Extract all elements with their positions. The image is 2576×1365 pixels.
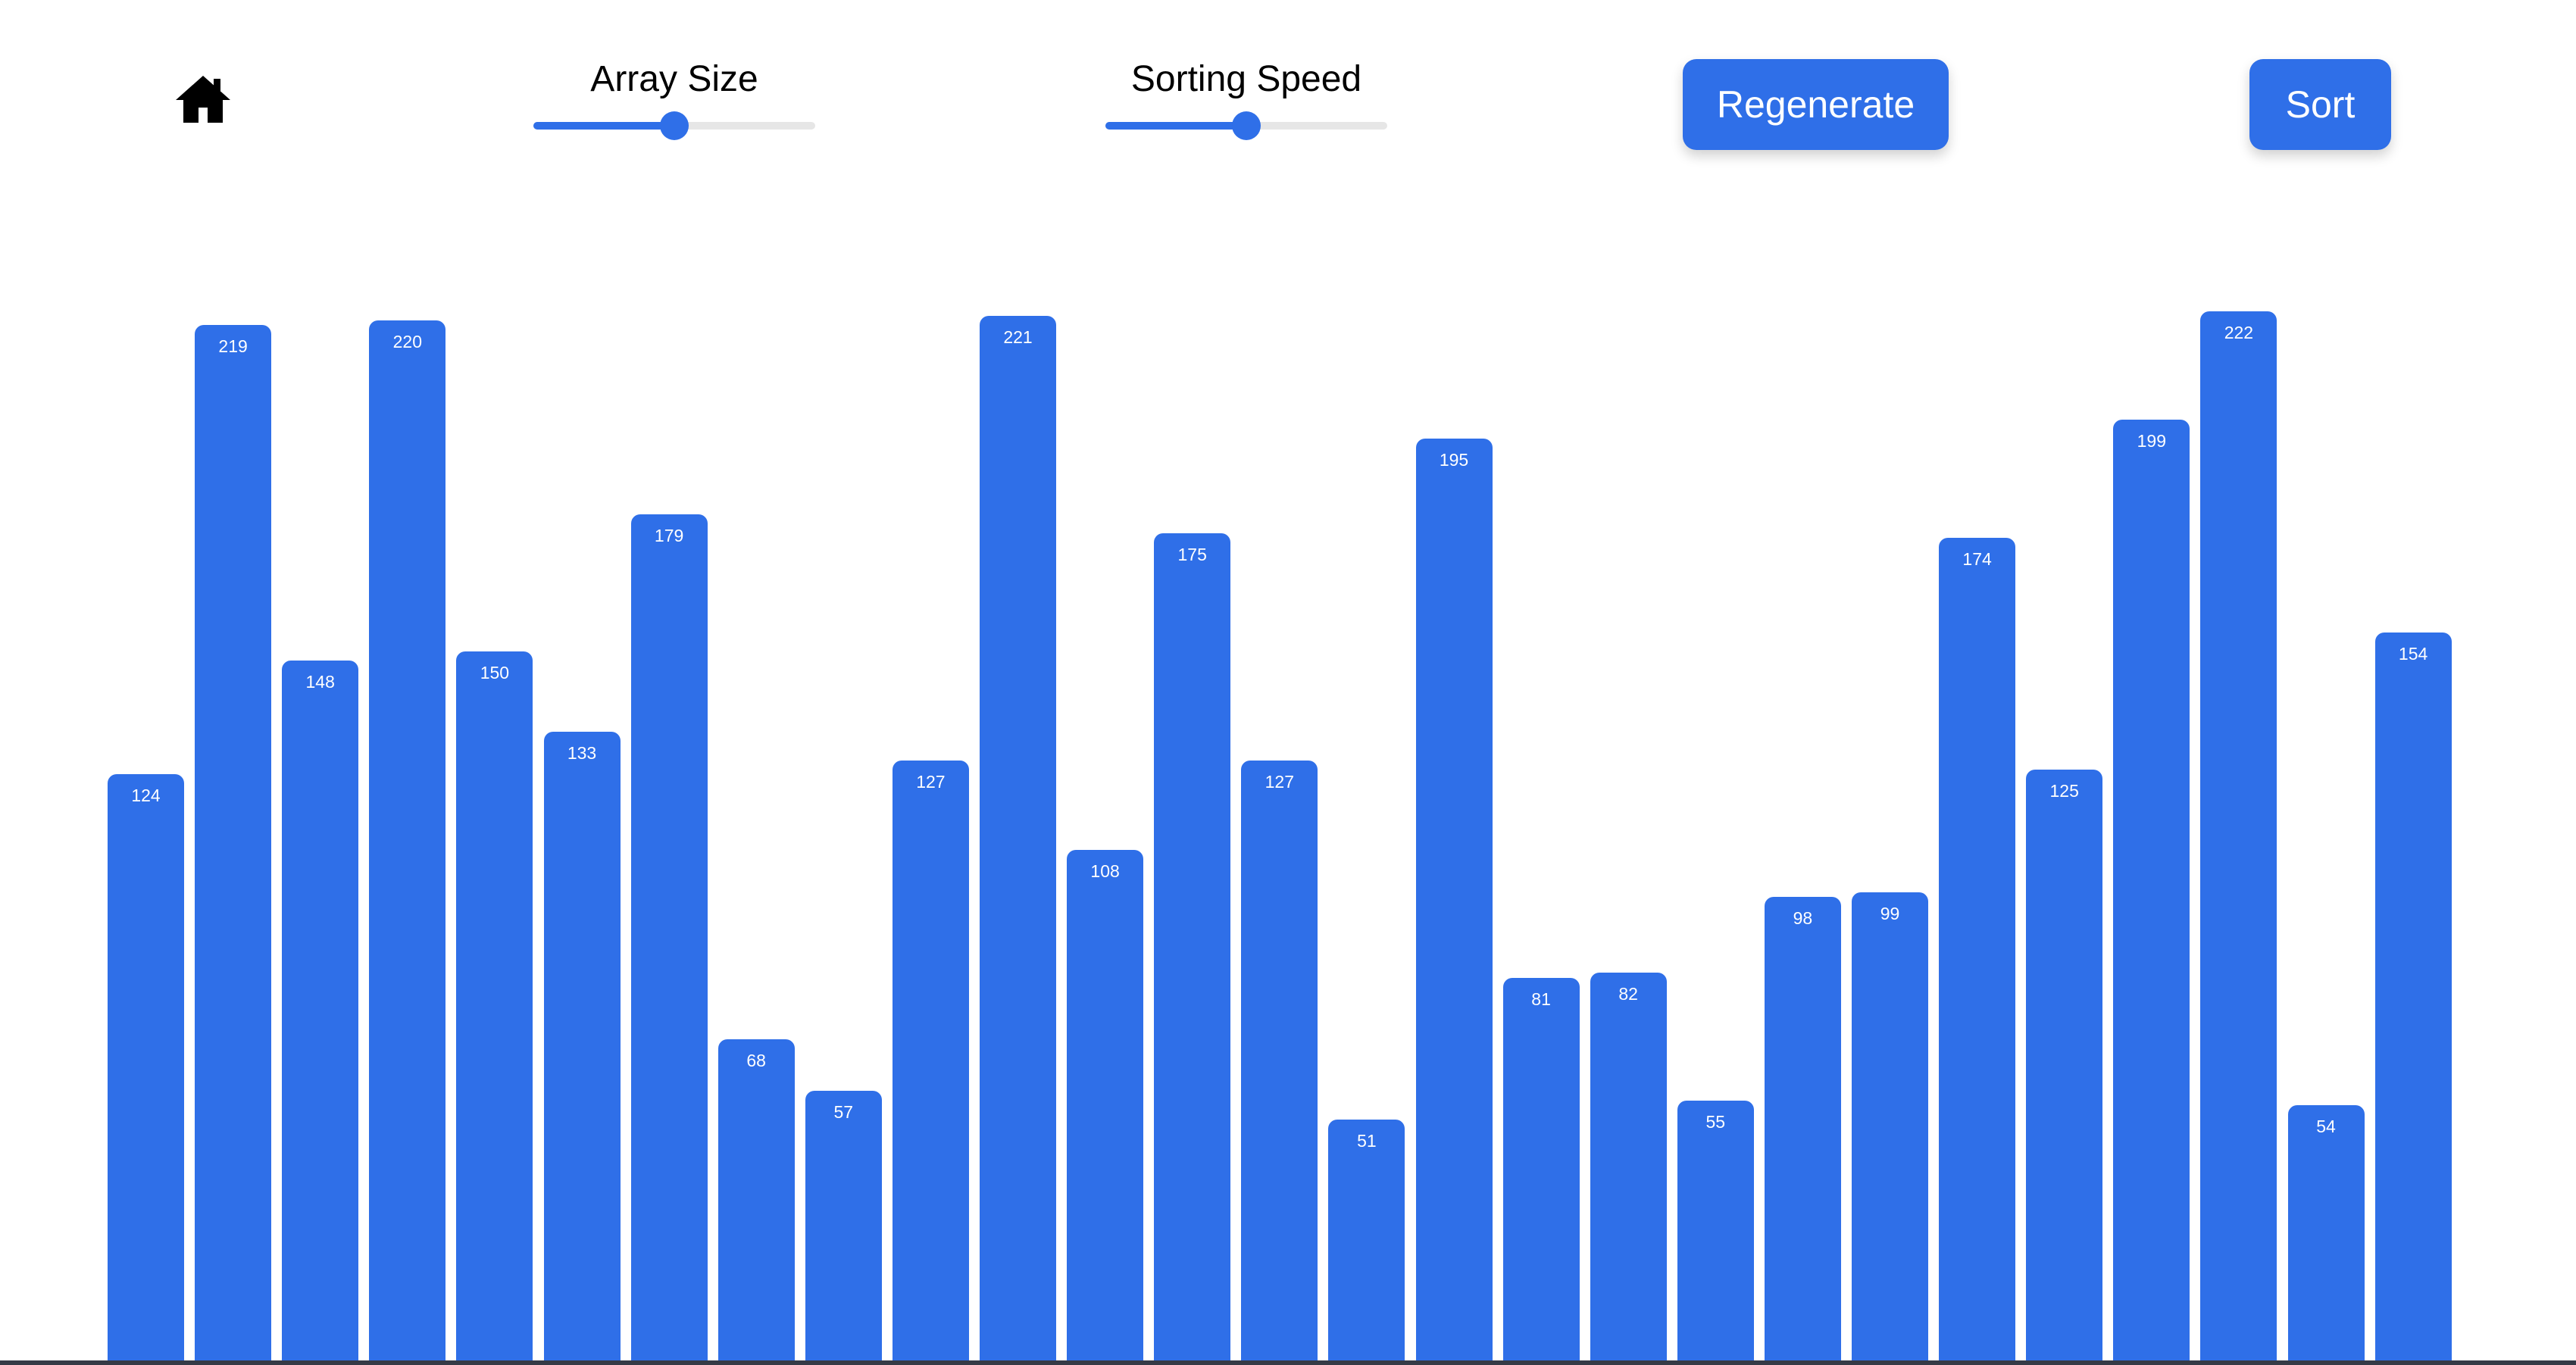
sort-button[interactable]: Sort [2249, 59, 2391, 150]
array-bar: 55 [1677, 1100, 1754, 1360]
array-bar-value: 127 [1265, 771, 1294, 792]
array-bar-value: 174 [1962, 549, 1992, 570]
array-bar-value: 175 [1177, 545, 1207, 564]
array-bar-value: 179 [654, 526, 684, 546]
array-size-slider-fill [533, 122, 674, 130]
array-bar-value: 133 [567, 743, 597, 764]
sorting-speed-control: Sorting Speed [1102, 55, 1390, 140]
array-bar-value: 54 [2316, 1117, 2336, 1137]
array-bar-value: 221 [1003, 326, 1033, 347]
array-bar-value: 81 [1531, 989, 1551, 1009]
array-size-label: Array Size [590, 59, 758, 99]
array-bar: 133 [543, 732, 621, 1360]
array-bar-value: 125 [2049, 781, 2079, 801]
array-bar: 57 [805, 1091, 882, 1360]
array-bar-value: 154 [2398, 644, 2428, 664]
array-bar: 99 [1852, 892, 1928, 1360]
array-bar: 51 [1328, 1119, 1405, 1360]
array-bar: 82 [1590, 973, 1667, 1360]
array-bar: 222 [2200, 311, 2277, 1360]
array-bar-value: 82 [1618, 984, 1638, 1004]
array-bar: 98 [1764, 897, 1841, 1360]
array-bar-value: 124 [131, 786, 161, 806]
array-bar: 195 [1415, 439, 1493, 1360]
array-bar: 221 [980, 315, 1056, 1360]
home-icon[interactable] [174, 74, 232, 124]
array-bar: 108 [1067, 850, 1144, 1360]
array-bar-value: 195 [1439, 450, 1469, 470]
array-bar: 219 [195, 325, 272, 1360]
array-bar: 81 [1502, 977, 1580, 1360]
array-bar: 125 [2026, 770, 2103, 1360]
array-bar-value: 51 [1357, 1130, 1377, 1151]
sorting-speed-slider[interactable] [1105, 111, 1387, 140]
array-bar-value: 222 [2224, 322, 2254, 342]
array-bar: 68 [717, 1039, 795, 1360]
array-bar: 174 [1939, 538, 2016, 1360]
sorting-speed-label: Sorting Speed [1130, 59, 1362, 99]
array-bar-value: 127 [916, 771, 946, 792]
array-bar: 127 [892, 760, 969, 1360]
array-bar: 148 [282, 661, 359, 1360]
array-bar-value: 219 [218, 336, 248, 357]
sorting-speed-slider-fill [1105, 122, 1246, 130]
array-bar: 150 [456, 651, 533, 1360]
array-bar-value: 99 [1880, 904, 1900, 924]
array-size-slider-thumb[interactable] [660, 111, 689, 140]
array-bar: 179 [630, 514, 708, 1360]
array-bar-value: 55 [1705, 1111, 1726, 1132]
array-bar-value: 108 [1090, 861, 1120, 882]
array-bar: 199 [2113, 420, 2190, 1360]
array-bar: 124 [108, 774, 184, 1360]
array-bar-value: 220 [392, 332, 422, 352]
array-bar-value: 150 [480, 663, 510, 682]
array-bar-value: 148 [305, 672, 335, 692]
array-bar: 220 [369, 320, 446, 1360]
array-bar-value: 68 [746, 1050, 766, 1070]
array-bar-value: 57 [833, 1102, 854, 1123]
array-bar: 175 [1154, 533, 1231, 1360]
array-bar-value: 98 [1793, 908, 1813, 929]
regenerate-button[interactable]: Regenerate [1683, 59, 1949, 150]
array-bar: 54 [2287, 1105, 2365, 1360]
array-bar: 154 [2374, 633, 2452, 1360]
array-size-control: Array Size [530, 55, 818, 140]
bottom-edge [0, 1360, 2576, 1365]
sorting-speed-slider-thumb[interactable] [1232, 111, 1261, 140]
array-bar-value: 199 [2137, 431, 2166, 451]
array-size-slider[interactable] [533, 111, 815, 140]
array-bar: 127 [1241, 760, 1318, 1360]
